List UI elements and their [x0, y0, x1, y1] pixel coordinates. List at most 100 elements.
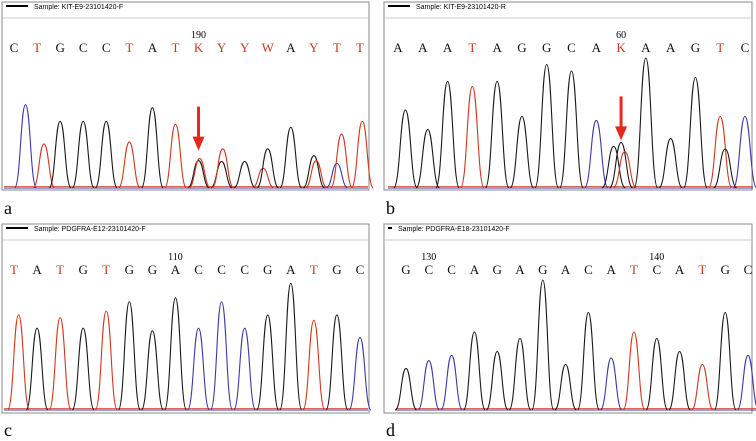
trace-peak [163, 123, 188, 189]
base-call: C [424, 262, 433, 277]
base-call: C [584, 262, 593, 277]
base-call: A [418, 40, 428, 55]
position-label: 190 [191, 30, 206, 41]
base-call: T [468, 40, 476, 55]
trace-peak [32, 143, 56, 189]
arrow-head [192, 136, 205, 151]
base-call: G [517, 40, 526, 55]
base-call: K [194, 40, 204, 55]
trace-peak [645, 337, 669, 411]
trace-peak [576, 311, 600, 411]
position-label: 130 [421, 252, 436, 263]
base-call: T [171, 40, 179, 55]
trace-peak [394, 367, 418, 411]
base-call: K [616, 40, 626, 55]
base-call: G [55, 40, 64, 55]
trace-peak [117, 141, 141, 189]
base-call: W [262, 40, 275, 55]
base-call: G [721, 262, 730, 277]
trace-peak [417, 360, 441, 411]
base-call: C [567, 40, 576, 55]
base-call: G [691, 40, 700, 55]
trace-peak [302, 319, 326, 411]
base-call: A [515, 262, 525, 277]
base-call: A [561, 262, 571, 277]
trace-peak [7, 314, 31, 411]
base-call: T [356, 40, 364, 55]
trace-peak [304, 160, 328, 189]
base-call: G [538, 262, 547, 277]
trace-peak [658, 138, 684, 189]
trace-peak [583, 119, 609, 189]
trace-peak [25, 327, 49, 411]
base-call: G [542, 40, 551, 55]
panel-frame [1, 223, 370, 414]
base-call: T [716, 40, 724, 55]
trace-peak [163, 297, 188, 411]
trace-peak [140, 107, 165, 189]
trace-peak [484, 80, 510, 189]
base-call: C [79, 40, 88, 55]
trace-peak [683, 76, 708, 189]
trace-peak [302, 155, 326, 189]
base-call: Y [309, 40, 319, 55]
trace-peak [712, 148, 738, 189]
trace-peak [13, 104, 38, 189]
base-call: C [240, 262, 249, 277]
trace-peak [209, 301, 234, 411]
trace-peak [732, 115, 756, 189]
base-call: T [333, 40, 341, 55]
trace-peak [71, 120, 95, 189]
trace-peak [350, 120, 374, 189]
base-call: C [217, 262, 226, 277]
base-call: T [630, 262, 638, 277]
base-call: A [641, 40, 651, 55]
base-call: G [125, 262, 134, 277]
base-call: G [401, 262, 410, 277]
trace-peaks [394, 279, 756, 411]
base-call: G [263, 262, 272, 277]
trace-peak [601, 145, 627, 189]
trace-peak [94, 310, 118, 411]
panel-label-b: b [386, 198, 395, 218]
trace-peak [707, 115, 733, 189]
base-call: G [332, 262, 341, 277]
base-call: Y [217, 40, 227, 55]
sample-name: Sample: PDGFRA-E18-23101420-F [398, 226, 510, 233]
trace-peak [485, 350, 509, 411]
trace-peak [393, 109, 418, 189]
trace-peak [622, 331, 646, 411]
base-calls: A A A T A G G C A K A A G T C60 [393, 30, 749, 55]
base-call: A [470, 262, 480, 277]
trace-peak [415, 128, 441, 189]
trace-peak [713, 311, 737, 411]
base-call: C [744, 262, 753, 277]
mutation-arrow [192, 106, 205, 151]
trace-peak [251, 167, 275, 189]
base-call: A [592, 40, 602, 55]
trace-peak [48, 120, 72, 189]
trace-peak [256, 314, 280, 411]
base-call: C [10, 40, 19, 55]
trace-peak [186, 327, 211, 411]
trace-peak [608, 141, 634, 189]
trace-peak [508, 337, 532, 411]
trace-peaks [388, 57, 756, 189]
trace-peak [325, 162, 349, 189]
trace-peak [440, 354, 464, 411]
base-call: A [393, 40, 403, 55]
sample-name: Sample: KIT-E9-23101420-F [34, 4, 123, 11]
base-call: C [652, 262, 661, 277]
base-call: A [443, 40, 453, 55]
trace-peak [559, 70, 584, 189]
trace-peak [188, 158, 212, 189]
trace-peak [140, 330, 165, 411]
base-call: G [79, 262, 88, 277]
trace-peak [211, 148, 235, 189]
trace-peak [534, 63, 560, 189]
base-call: A [666, 40, 676, 55]
